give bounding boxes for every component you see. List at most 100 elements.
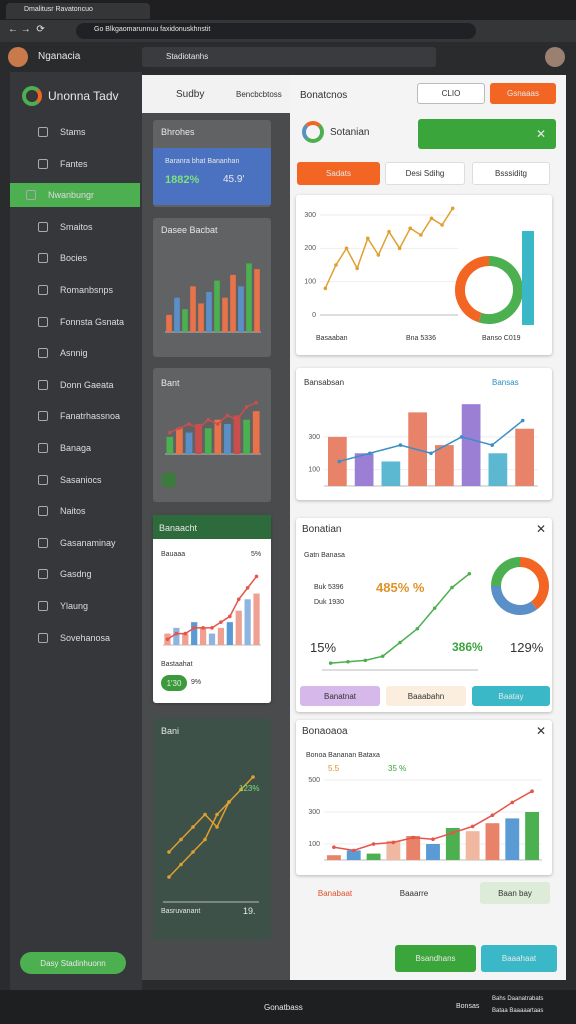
card-title: Bhrohes: [161, 127, 195, 137]
pill[interactable]: 1'30: [161, 675, 187, 691]
point: [323, 286, 328, 291]
url[interactable]: Go Blkgaomarunnuu faxidonuskhnstit: [76, 23, 476, 39]
button[interactable]: Baaabahn: [386, 686, 466, 706]
menu-item[interactable]: Ylaung: [34, 594, 144, 618]
point: [470, 824, 475, 829]
menu-item[interactable]: Donn Gaeata: [34, 373, 144, 397]
search[interactable]: Stadiotanhs: [142, 47, 436, 67]
bar: [406, 836, 421, 860]
menu-item[interactable]: Gasdng: [34, 562, 144, 586]
menu-item[interactable]: Naitos: [34, 499, 144, 523]
icon: [161, 472, 177, 488]
tab[interactable]: Bencbcbtoss: [236, 90, 282, 99]
menu-item[interactable]: Bocies: [34, 246, 144, 270]
tab[interactable]: Sudby: [176, 89, 205, 100]
chart-title: Bansabsan: [304, 378, 345, 387]
menu-item[interactable]: Asnnig: [34, 341, 144, 365]
point: [174, 631, 179, 636]
donut-segment: [491, 557, 521, 587]
panel-button[interactable]: Gsnaaas: [490, 83, 556, 104]
panel-title: Bonatcnos: [300, 90, 348, 101]
point: [187, 422, 191, 426]
bar: [488, 453, 508, 486]
point: [179, 837, 183, 842]
point: [332, 845, 336, 849]
bar: [166, 314, 172, 332]
point: [351, 848, 356, 853]
kpi: 386%: [452, 640, 483, 654]
badge: Bansas: [492, 378, 519, 387]
point: [440, 223, 444, 227]
menu-icon: [38, 443, 48, 453]
menu-item[interactable]: Nwanbungr: [10, 183, 140, 208]
chart: 100 300: [308, 404, 538, 487]
foot: Bastaahat: [161, 661, 193, 668]
point: [408, 226, 413, 231]
y-tick-label: 200: [304, 245, 316, 252]
footer-item[interactable]: Baan bay: [480, 882, 550, 904]
legend: Basaaban: [316, 335, 348, 342]
button[interactable]: Banatnat: [300, 686, 380, 706]
close[interactable]: ✕: [536, 724, 547, 738]
menu-item[interactable]: Sovehanosa: [34, 626, 144, 650]
menu-item[interactable]: Banaga: [34, 436, 144, 460]
tab[interactable]: Dmalitusr Ravatoncuo: [6, 3, 150, 19]
menu-label: Sasaniocs: [60, 474, 102, 485]
action[interactable]: Baaahaat: [481, 945, 557, 972]
menu-label: Ylaung: [60, 601, 89, 611]
menu-item[interactable]: Fantes: [34, 152, 144, 176]
menu-item[interactable]: Sasaniocs: [34, 468, 144, 492]
chip[interactable]: Sadats: [297, 162, 380, 185]
subtitle: Bonoa Bananan Bataxa: [306, 752, 380, 759]
menu-item[interactable]: Gasanaminay: [34, 531, 144, 555]
menu-icon: [38, 411, 48, 422]
point: [191, 850, 195, 854]
point: [239, 787, 243, 792]
menu-item[interactable]: Romanbsnps: [34, 278, 144, 302]
bar: [354, 453, 374, 486]
close[interactable]: ✕: [418, 119, 556, 149]
bar: [176, 428, 183, 454]
chart-title: Bonaoaoa: [302, 726, 348, 737]
point: [177, 426, 182, 431]
menu-item[interactable]: Smaitos: [34, 215, 144, 239]
footer-text: Bonsas: [456, 1003, 480, 1010]
bar: [435, 445, 454, 486]
menu-label: Stams: [60, 127, 86, 137]
action[interactable]: Bsandhans: [395, 945, 476, 972]
address-bar: ← → ⟳ Go Blkgaomarunnuu faxidonuskhnstit: [0, 20, 576, 42]
chart-card: Bansabsan Bansas 100 300: [296, 368, 552, 500]
point: [215, 812, 219, 817]
kpi-box: Baranra bhat Bananhan 1882% 45.9': [153, 148, 271, 205]
avatar[interactable]: [8, 47, 28, 67]
bar: [174, 297, 180, 332]
bar: [199, 627, 207, 645]
chart: [163, 775, 259, 903]
bar: [253, 593, 260, 645]
point: [201, 626, 205, 630]
nav-icons[interactable]: ← → ⟳: [8, 24, 45, 35]
point: [235, 417, 239, 422]
menu-icon: [38, 379, 48, 390]
close[interactable]: ✕: [536, 522, 547, 536]
chip[interactable]: Desi Sdihg: [385, 162, 465, 185]
footer-item[interactable]: Banabaat: [317, 888, 353, 898]
footer-text: Bahs Daanatrabats: [492, 996, 544, 1002]
button[interactable]: Baatay: [472, 686, 550, 706]
chart: 0 100 200 300: [304, 206, 458, 319]
menu-item[interactable]: Stams: [34, 120, 144, 144]
menu-item[interactable]: Fanatrhassnoa: [34, 404, 144, 428]
line: [169, 401, 257, 434]
y-tick-label: 300: [304, 212, 316, 219]
menu-item[interactable]: Fonnsta Gsnata: [34, 310, 144, 334]
footer-item[interactable]: Baaarre: [399, 888, 429, 898]
point: [371, 842, 376, 846]
point: [355, 266, 359, 271]
sidebar-button[interactable]: Dasy Stadinhuonn: [20, 952, 126, 974]
profile[interactable]: [545, 47, 565, 67]
donut-segment: [519, 557, 549, 610]
chart: [163, 574, 261, 646]
select[interactable]: CLIO: [417, 83, 485, 104]
chip[interactable]: Bsssiditg: [472, 162, 550, 185]
point: [391, 840, 396, 845]
